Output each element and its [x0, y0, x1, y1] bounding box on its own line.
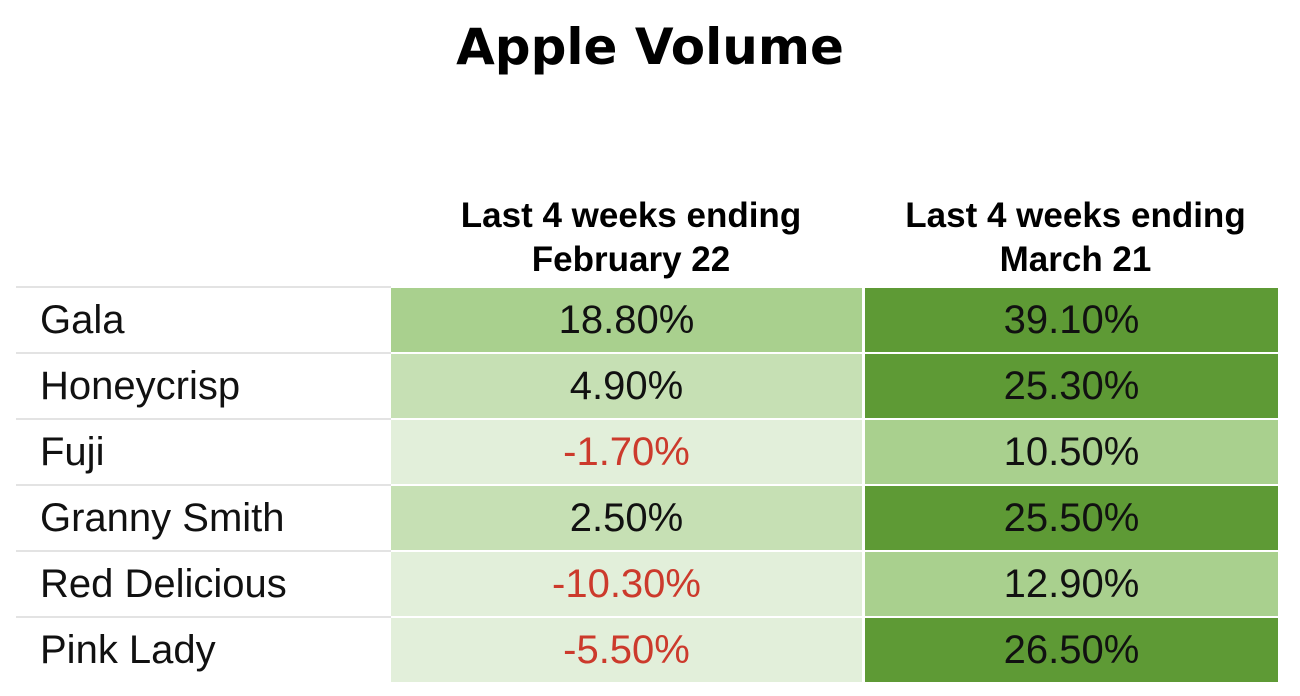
cell-february: 2.50% [391, 484, 865, 550]
cell-march: 39.10% [865, 286, 1278, 352]
table-row: Fuji -1.70% 10.50% [16, 418, 1278, 484]
cell-march: 25.50% [865, 484, 1278, 550]
row-label: Granny Smith [16, 484, 391, 550]
cell-march: 26.50% [865, 616, 1278, 682]
table-row: Granny Smith 2.50% 25.50% [16, 484, 1278, 550]
row-label: Fuji [16, 418, 391, 484]
cell-february: -1.70% [391, 418, 865, 484]
row-label: Honeycrisp [16, 352, 391, 418]
column-header-february: Last 4 weeks ending February 22 [460, 196, 802, 279]
apple-volume-table: Gala 18.80% 39.10% Honeycrisp 4.90% 25.30% Fuj… [16, 286, 1278, 682]
row-label: Gala [16, 286, 391, 352]
cell-march: 25.30% [865, 352, 1278, 418]
cell-february: 4.90% [391, 352, 865, 418]
cell-march: 12.90% [865, 550, 1278, 616]
table-row: Pink Lady -5.50% 26.50% [16, 616, 1278, 682]
cell-march: 10.50% [865, 418, 1278, 484]
table-row: Gala 18.80% 39.10% [16, 286, 1278, 352]
table-title: Apple Volume [456, 18, 844, 76]
row-label: Pink Lady [16, 616, 391, 682]
cell-february: -10.30% [391, 550, 865, 616]
cell-february: -5.50% [391, 616, 865, 682]
table-row: Red Delicious -10.30% 12.90% [16, 550, 1278, 616]
table-row: Honeycrisp 4.90% 25.30% [16, 352, 1278, 418]
row-label: Red Delicious [16, 550, 391, 616]
cell-february: 18.80% [391, 286, 865, 352]
column-header-march: Last 4 weeks ending March 21 [905, 196, 1246, 279]
